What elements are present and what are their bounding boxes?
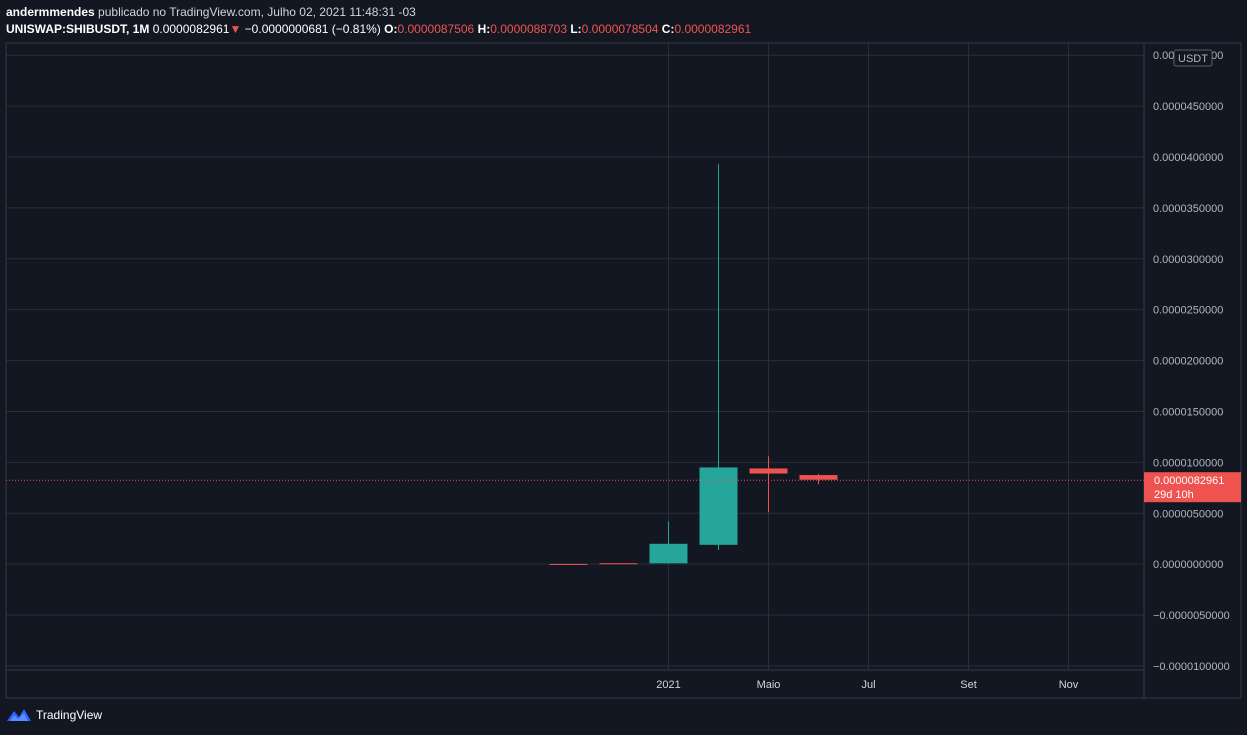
- last-price-badge-box: [1144, 472, 1241, 503]
- candle[interactable]: [799, 473, 838, 485]
- grid-lines: [6, 43, 1144, 670]
- currency-badge[interactable]: USDT: [1173, 49, 1213, 67]
- y-tick-label: 0.0000450000: [1153, 101, 1223, 113]
- x-tick-label: 2021: [656, 679, 680, 691]
- candle-body: [549, 563, 588, 565]
- chart-frame: [5, 42, 1242, 699]
- last-price-label: 0.0000082961: [1154, 475, 1224, 487]
- currency-label: USDT: [1178, 53, 1208, 65]
- open-label: O:: [384, 22, 398, 36]
- x-tick-label: Nov: [1059, 679, 1079, 691]
- y-tick-label: −0.0000100000: [1153, 661, 1230, 673]
- candle-body: [749, 468, 788, 474]
- y-tick-label: 0.0000150000: [1153, 406, 1223, 418]
- x-tick-label: Jul: [861, 679, 875, 691]
- symbol-name[interactable]: UNISWAP:SHIBUSDT, 1M: [6, 22, 150, 36]
- high-value: 0.0000088703: [490, 22, 567, 36]
- last-value: 0.0000082961: [152, 22, 230, 36]
- candle[interactable]: [699, 164, 738, 550]
- candle-body: [599, 563, 638, 565]
- candle[interactable]: [549, 563, 588, 565]
- low-value: 0.0000078504: [581, 22, 659, 36]
- x-tick-label: Set: [960, 679, 977, 691]
- y-tick-label: 0.0000050000: [1153, 508, 1223, 520]
- change-value: −0.0000000681 (−0.81%): [244, 22, 381, 36]
- high-label: H:: [477, 22, 491, 36]
- author-name[interactable]: andermmendes: [6, 5, 95, 19]
- candle[interactable]: [599, 563, 638, 565]
- close-label: C:: [661, 22, 675, 36]
- footer-brand[interactable]: TradingView: [6, 707, 102, 723]
- symbol-legend: UNISWAP:SHIBUSDT, 1M 0.0000082961▼ −0.00…: [6, 21, 751, 38]
- y-tick-label: 0.0000250000: [1153, 305, 1223, 317]
- legend-header: andermmendes publicado no TradingView.co…: [6, 4, 751, 38]
- candle[interactable]: [649, 521, 688, 564]
- y-tick-label: 0.0000000000: [1153, 559, 1223, 571]
- candle-body: [799, 475, 838, 480]
- down-arrow-icon: ▼: [229, 22, 242, 36]
- currency-badge-box: [1173, 49, 1213, 67]
- open-value: 0.0000087506: [397, 22, 475, 36]
- y-tick-label: 0.0000400000: [1153, 152, 1223, 164]
- x-tick-label: Maio: [757, 679, 781, 691]
- candle[interactable]: [749, 456, 788, 513]
- countdown-label: 29d 10h: [1154, 489, 1194, 501]
- publish-info: publicado no TradingView.com, Julho 02, …: [98, 5, 416, 19]
- y-tick-label: 0.0000200000: [1153, 356, 1223, 368]
- y-tick-label: −0.0000050000: [1153, 610, 1230, 622]
- tradingview-logo-icon: [7, 709, 31, 721]
- y-tick-label: 0.0000350000: [1153, 203, 1223, 215]
- y-tick-label: 0.0000300000: [1153, 254, 1223, 266]
- price-axis[interactable]: 0.00005000000.00004500000.00004000000.00…: [1153, 50, 1230, 673]
- brand-name: TradingView: [36, 708, 103, 722]
- candles: [549, 164, 838, 565]
- candle-body: [649, 543, 688, 564]
- candle-body: [699, 467, 738, 545]
- time-axis[interactable]: 2021 Maio Jul Set Nov: [656, 679, 1079, 691]
- last-price-badge: 0.0000082961 29d 10h: [1144, 472, 1241, 503]
- low-label: L:: [570, 22, 582, 36]
- y-tick-label: 0.0000100000: [1153, 457, 1223, 469]
- close-value: 0.0000082961: [674, 22, 752, 36]
